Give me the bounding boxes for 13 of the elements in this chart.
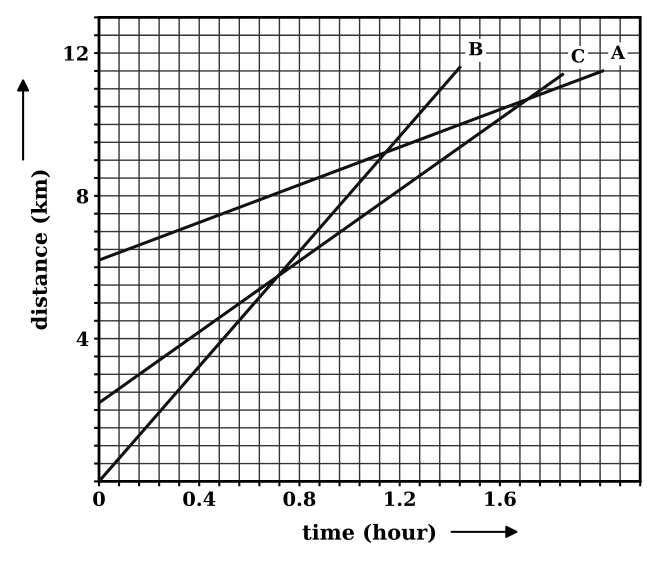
x-tick-label: 1.6: [485, 491, 516, 506]
x-tick-label: 0: [93, 491, 105, 506]
x-tick-label: 0.8: [283, 491, 316, 506]
x-tick-label: 0.4: [183, 491, 216, 506]
x-axis-title: time (hour): [302, 524, 436, 543]
y-tick-label: 4: [76, 332, 88, 346]
series-label: C: [572, 49, 584, 63]
y-axis-title: distance (km): [30, 170, 50, 330]
series-label: A: [610, 46, 626, 59]
series-label: B: [468, 42, 482, 56]
x-tick-label: 1.2: [385, 491, 415, 506]
y-tick-label: 12: [64, 46, 88, 60]
y-tick-label: 8: [76, 188, 88, 204]
